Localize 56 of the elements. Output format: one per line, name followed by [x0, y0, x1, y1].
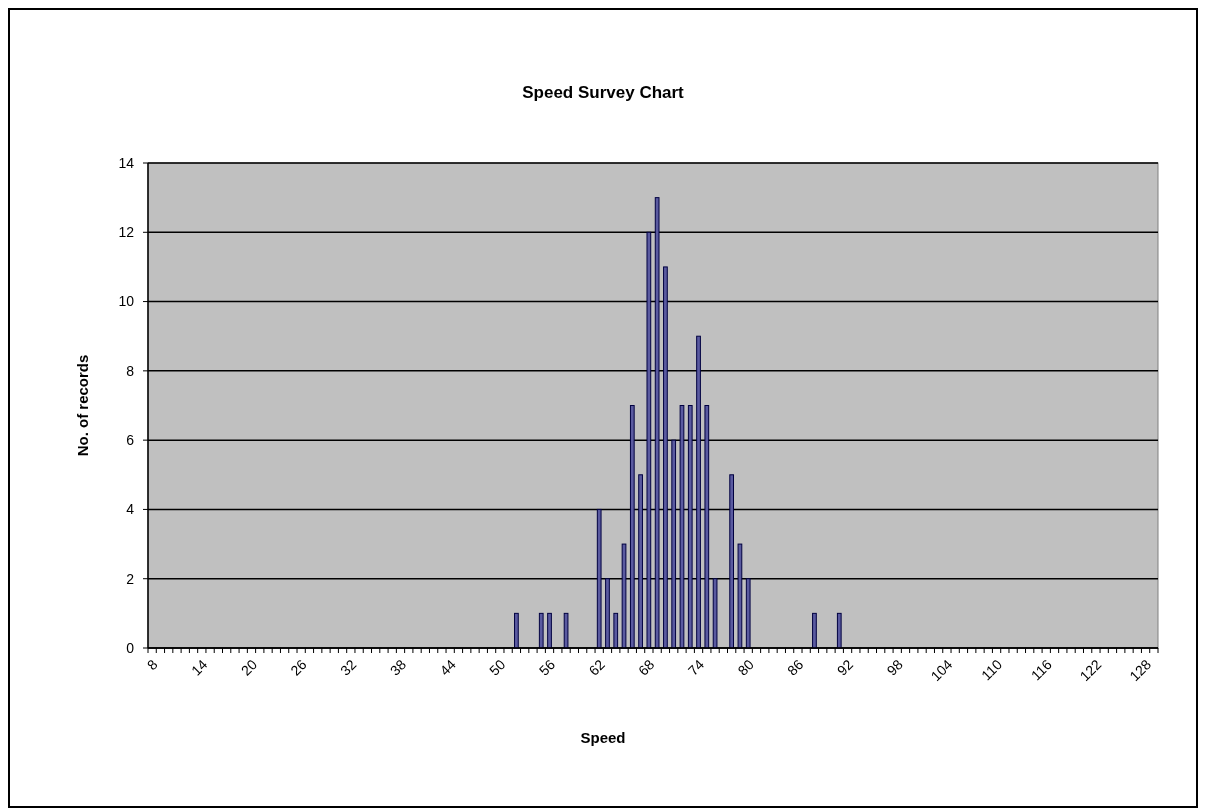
x-tick-label: 32	[337, 656, 360, 679]
y-tick-label: 8	[126, 362, 135, 379]
bar	[646, 231, 652, 649]
x-tick-label: 68	[635, 656, 658, 679]
y-tick-label: 2	[126, 570, 135, 587]
bar	[729, 474, 735, 649]
bar	[712, 578, 718, 649]
x-tick-label: 38	[386, 656, 410, 679]
y-tick-label: 4	[126, 501, 135, 518]
bar	[613, 612, 619, 649]
bar	[605, 578, 610, 649]
y-axis-title: No. of records	[74, 354, 91, 457]
x-tick-label: 80	[734, 656, 757, 679]
y-tick-label: 6	[126, 432, 135, 449]
bar	[679, 405, 685, 649]
bar	[563, 612, 569, 649]
y-tick-label: 0	[126, 639, 135, 656]
x-axis-title: Speed	[580, 729, 626, 746]
bar	[704, 405, 710, 649]
x-tick-label: 20	[237, 656, 261, 679]
x-tick-label: 98	[883, 656, 906, 679]
bar	[538, 612, 544, 649]
bar	[836, 612, 842, 649]
bar	[687, 405, 693, 649]
x-tick-label: 50	[486, 656, 509, 679]
bar	[621, 543, 627, 649]
bar	[663, 266, 668, 649]
bar	[638, 474, 643, 649]
x-tick-label: 26	[287, 656, 310, 679]
bar	[596, 508, 602, 649]
x-tick-label: 116	[1027, 656, 1055, 684]
bar	[671, 439, 677, 649]
x-tick-label: 86	[784, 656, 807, 679]
chart-title: Speed Survey Chart	[522, 83, 685, 102]
x-tick-label: 128	[1126, 656, 1155, 685]
bar	[737, 543, 743, 649]
x-tick-label: 44	[436, 656, 459, 679]
x-tick-label: 14	[188, 656, 211, 679]
y-tick-label: 12	[118, 224, 135, 241]
bar	[696, 335, 701, 649]
bar	[547, 612, 552, 649]
y-tick-label: 14	[118, 154, 135, 171]
bar	[514, 612, 519, 649]
x-tick-label: 92	[833, 656, 857, 679]
x-tick-label: 104	[927, 656, 956, 685]
x-tick-label: 74	[684, 656, 708, 679]
bar	[654, 197, 660, 649]
bar	[745, 578, 751, 649]
y-tick-label: 10	[118, 293, 135, 310]
bar	[629, 405, 635, 649]
x-tick-label: 122	[1076, 656, 1105, 685]
x-tick-label: 8	[143, 656, 161, 674]
x-tick-label: 62	[585, 656, 608, 679]
x-tick-label: 110	[978, 656, 1006, 684]
bar	[812, 612, 817, 649]
x-tick-label: 56	[535, 656, 559, 679]
